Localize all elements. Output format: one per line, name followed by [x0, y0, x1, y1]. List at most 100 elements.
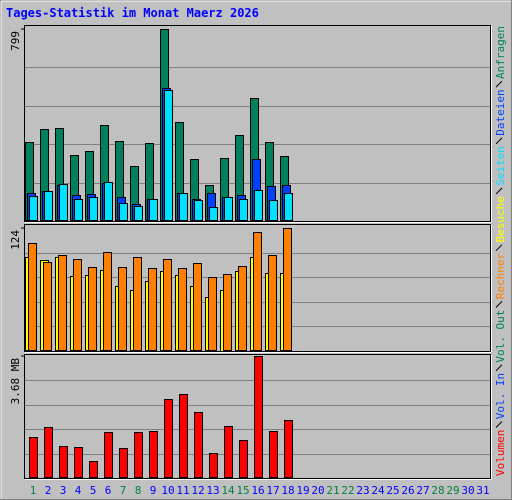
- bar: [104, 182, 113, 221]
- y-tick-label: 799: [9, 31, 22, 51]
- bar: [254, 190, 263, 221]
- bar: [44, 427, 53, 478]
- x-tick-label: 8: [135, 484, 142, 497]
- bar: [194, 200, 203, 221]
- bar: [149, 199, 158, 221]
- x-tick-label: 28: [431, 484, 444, 497]
- x-tick-label: 1: [30, 484, 37, 497]
- bar: [179, 193, 188, 221]
- x-tick-label: 7: [120, 484, 127, 497]
- x-tick-label: 15: [236, 484, 249, 497]
- chart-title: Tages-Statistik im Monat Maerz 2026: [6, 6, 259, 20]
- legend-entry: Seiten: [494, 146, 507, 186]
- bar: [163, 259, 172, 351]
- x-tick-label: 25: [386, 484, 399, 497]
- bar: [44, 191, 53, 221]
- x-tick-label: 17: [266, 484, 279, 497]
- legend-separator: [495, 80, 503, 88]
- bar: [178, 268, 187, 351]
- x-tick-label: 13: [206, 484, 219, 497]
- bar: [118, 267, 127, 351]
- bar: [43, 262, 52, 351]
- x-tick-label: 23: [356, 484, 369, 497]
- bar: [209, 207, 218, 221]
- x-tick-label: 5: [90, 484, 97, 497]
- bar: [29, 437, 38, 478]
- x-tick-label: 27: [416, 484, 429, 497]
- bar: [209, 453, 218, 478]
- bar: [268, 255, 277, 351]
- bar: [179, 394, 188, 478]
- legend-entry: Anfragen: [494, 26, 507, 79]
- bar: [223, 274, 232, 351]
- bar: [239, 199, 248, 221]
- bar: [283, 228, 292, 351]
- x-tick-label: 16: [251, 484, 264, 497]
- x-tick-label: 2: [45, 484, 52, 497]
- legend-entry: Volumen: [494, 430, 507, 476]
- bar: [73, 259, 82, 351]
- x-tick-label: 29: [446, 484, 459, 497]
- bar: [194, 412, 203, 478]
- bar: [89, 197, 98, 221]
- legend-separator: [495, 421, 503, 428]
- x-tick-label: 22: [341, 484, 354, 497]
- bar: [239, 440, 248, 478]
- bar: [58, 255, 67, 351]
- bar: [119, 203, 128, 221]
- x-tick-label: 6: [105, 484, 112, 497]
- legend-entry: Dateien: [494, 89, 507, 135]
- x-tick-label: 30: [461, 484, 474, 497]
- bar: [224, 197, 233, 221]
- bar: [164, 90, 173, 221]
- bar: [224, 426, 233, 478]
- bar: [134, 432, 143, 478]
- legend-entry: Vol. Out: [494, 310, 507, 363]
- x-tick-label: 4: [75, 484, 82, 497]
- bar: [74, 447, 83, 478]
- bar: [164, 399, 173, 478]
- legend-separator: [495, 301, 503, 308]
- x-tick-label: 9: [150, 484, 157, 497]
- bar: [104, 432, 113, 478]
- x-tick-label: 3: [60, 484, 67, 497]
- bar: [208, 277, 217, 351]
- x-tick-label: 12: [191, 484, 204, 497]
- bar: [254, 356, 263, 478]
- y-tick-label: 3.68 MB: [9, 358, 22, 405]
- bar: [88, 267, 97, 351]
- bar: [149, 431, 158, 478]
- bar: [59, 446, 68, 478]
- bar: [119, 448, 128, 478]
- bar: [29, 196, 38, 221]
- y-tick-label: 124: [9, 230, 22, 250]
- bar: [134, 206, 143, 221]
- bar: [89, 461, 98, 478]
- x-tick-label: 24: [371, 484, 385, 497]
- x-tick-label: 19: [296, 484, 309, 497]
- x-tick-label: 21: [326, 484, 339, 497]
- bar: [133, 257, 142, 351]
- bar: [284, 193, 293, 221]
- legend-separator: [495, 364, 503, 372]
- x-tick-label: 20: [311, 484, 324, 497]
- bar: [148, 268, 157, 351]
- x-tick-label: 11: [176, 484, 189, 497]
- bar: [269, 431, 278, 478]
- bar: [284, 420, 293, 478]
- x-tick-label: 26: [401, 484, 414, 497]
- bar: [59, 184, 68, 221]
- x-tick-label: 14: [221, 484, 235, 497]
- legend-separator: [495, 137, 503, 145]
- legend-separator: [495, 187, 503, 195]
- bar: [28, 243, 37, 351]
- x-tick-label: 31: [476, 484, 489, 497]
- x-tick-label: 10: [161, 484, 174, 497]
- bar: [238, 266, 247, 351]
- legend-entry: Vol. In: [494, 373, 507, 419]
- legend-separator: [495, 244, 503, 252]
- bar: [74, 199, 83, 221]
- x-tick-label: 18: [281, 484, 294, 497]
- bar: [253, 232, 262, 351]
